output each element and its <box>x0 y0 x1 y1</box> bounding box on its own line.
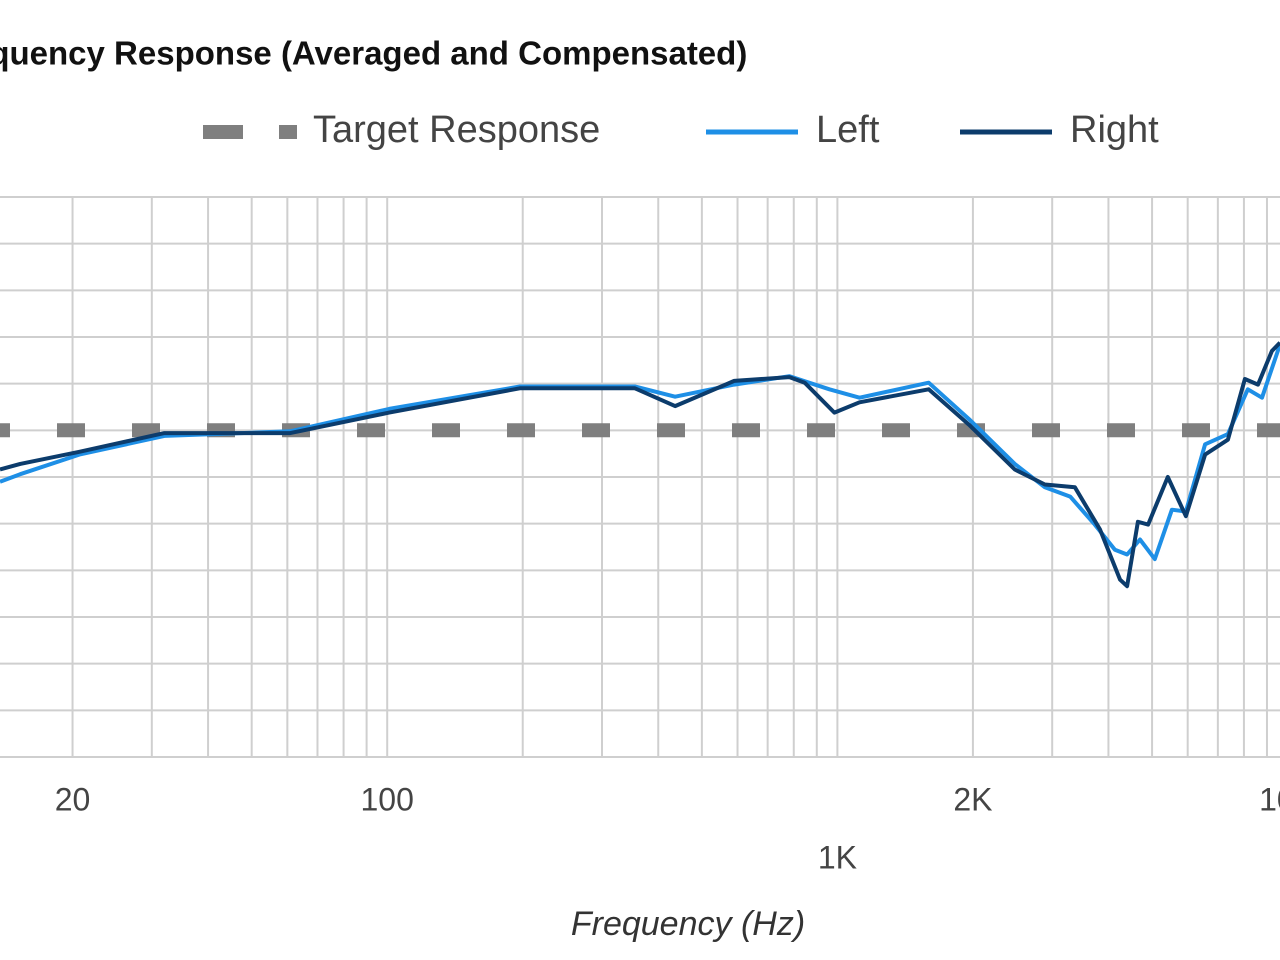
x-tick-label: 20 <box>55 781 91 817</box>
chart-title: Frequency Response (Averaged and Compens… <box>0 35 747 72</box>
legend-label: Left <box>816 109 880 151</box>
series-line <box>0 341 1280 589</box>
x-axis-label: Frequency (Hz) <box>571 905 805 943</box>
legend-label: Right <box>1070 109 1159 151</box>
legend-label: Target Response <box>313 109 600 151</box>
x-tick-label: 10K <box>1259 781 1280 817</box>
x-tick-label: 1K <box>818 839 857 875</box>
x-tick-label: 2K <box>953 781 992 817</box>
x-tick-label: 100 <box>361 781 414 817</box>
